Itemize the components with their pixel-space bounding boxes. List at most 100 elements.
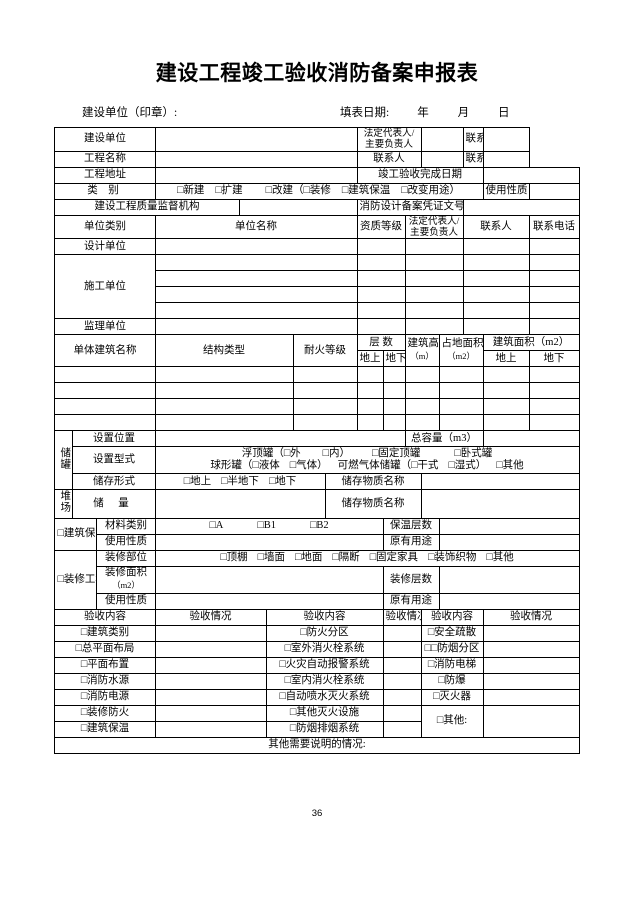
- checkbox-fixed-furniture[interactable]: □固定家具: [369, 552, 419, 564]
- acceptance-item[interactable]: □消防水源: [54, 672, 156, 690]
- acceptance-item[interactable]: □装修防火: [54, 704, 156, 722]
- acceptance-item[interactable]: □安全疏散: [420, 624, 484, 642]
- floor-area-above-cell[interactable]: [482, 382, 530, 400]
- supervision-unit-contact[interactable]: [462, 318, 530, 336]
- checkbox-wall[interactable]: □墙面: [257, 552, 285, 564]
- land-area-cell[interactable]: [438, 366, 484, 384]
- construction-unit-legal-rep[interactable]: [404, 302, 464, 320]
- building-name-cell[interactable]: [54, 366, 156, 384]
- supervision-unit-name[interactable]: [154, 318, 358, 336]
- construction-unit-phone[interactable]: [528, 254, 580, 272]
- checkbox-partition[interactable]: □隔断: [332, 552, 360, 564]
- land-area-cell[interactable]: [438, 414, 484, 432]
- legal-rep-value[interactable]: [420, 127, 464, 152]
- floor-area-above-cell[interactable]: [482, 366, 530, 384]
- acceptance-item[interactable]: □自动喷水灭火系统: [265, 688, 384, 706]
- design-unit-legal-rep[interactable]: [404, 238, 464, 256]
- checkbox-material-b2[interactable]: □B2: [309, 520, 329, 532]
- acceptance-item[interactable]: □□防烟分区: [420, 640, 484, 658]
- insulation-section-label[interactable]: □建筑保温: [54, 517, 98, 551]
- floor-area-below-cell[interactable]: [528, 414, 580, 432]
- acceptance-status-cell[interactable]: [154, 704, 267, 722]
- construction-unit-value[interactable]: [154, 127, 358, 152]
- construction-unit-name[interactable]: [154, 270, 358, 288]
- acceptance-status-cell[interactable]: [482, 656, 580, 674]
- floors-above-cell[interactable]: [356, 398, 384, 416]
- substance-name-value[interactable]: [420, 473, 580, 491]
- construction-unit-phone[interactable]: [528, 270, 580, 288]
- acceptance-item[interactable]: □建筑类别: [54, 624, 156, 642]
- acceptance-status-cell-other[interactable]: [482, 704, 580, 738]
- construction-unit-qualification[interactable]: [356, 254, 406, 272]
- construction-unit-phone[interactable]: [528, 302, 580, 320]
- insulation-original-use-value[interactable]: [438, 533, 580, 551]
- tank-total-capacity-value[interactable]: [482, 430, 580, 448]
- building-name-cell[interactable]: [54, 414, 156, 432]
- construction-unit-legal-rep[interactable]: [404, 286, 464, 304]
- acceptance-status-cell[interactable]: [154, 720, 267, 738]
- construction-unit-qualification[interactable]: [356, 286, 406, 304]
- checkbox-wet-type[interactable]: □湿式）: [448, 460, 487, 472]
- quality-supervision-value[interactable]: [238, 198, 358, 216]
- acceptance-status-cell[interactable]: [482, 640, 580, 658]
- floors-below-cell[interactable]: [382, 366, 406, 384]
- construction-unit-legal-rep[interactable]: [404, 270, 464, 288]
- floors-below-cell[interactable]: [382, 414, 406, 432]
- acceptance-status-cell[interactable]: [154, 688, 267, 706]
- acceptance-status-cell[interactable]: [482, 624, 580, 642]
- design-unit-contact[interactable]: [462, 238, 530, 256]
- fire-rating-cell[interactable]: [292, 366, 358, 384]
- construction-unit-contact[interactable]: [462, 254, 530, 272]
- acceptance-item[interactable]: □其他灭火设施: [265, 704, 384, 722]
- acceptance-status-cell[interactable]: [482, 672, 580, 690]
- acceptance-status-cell[interactable]: [382, 656, 422, 674]
- acceptance-status-cell[interactable]: [382, 624, 422, 642]
- checkbox-decorative-fabric[interactable]: □装饰织物: [428, 552, 477, 564]
- acceptance-item-other[interactable]: □其他:: [420, 704, 484, 738]
- decoration-usage-value[interactable]: [154, 592, 384, 610]
- checkbox-ceiling[interactable]: □顶棚: [220, 552, 248, 564]
- acceptance-status-cell[interactable]: [382, 640, 422, 658]
- contact-phone-value-1[interactable]: [482, 127, 530, 152]
- acceptance-item[interactable]: □消防电梯: [420, 656, 484, 674]
- checkbox-tank-other[interactable]: □其他: [496, 460, 524, 472]
- design-unit-phone[interactable]: [528, 238, 580, 256]
- building-height-cell[interactable]: [404, 366, 440, 384]
- supervision-unit-phone[interactable]: [528, 318, 580, 336]
- acceptance-status-cell[interactable]: [382, 672, 422, 690]
- acceptance-status-cell[interactable]: [482, 688, 580, 706]
- fire-rating-cell[interactable]: [292, 398, 358, 416]
- acceptance-status-cell[interactable]: [382, 720, 422, 738]
- acceptance-item[interactable]: □火灾自动报警系统: [265, 656, 384, 674]
- acceptance-item[interactable]: □室外消火栓系统: [265, 640, 384, 658]
- storage-form-options[interactable]: □地上 □半地下 □地下: [154, 473, 326, 491]
- structure-type-cell[interactable]: [154, 398, 294, 416]
- additional-notes-field[interactable]: 其他需要说明的情况:: [54, 736, 580, 754]
- floors-above-cell[interactable]: [356, 414, 384, 432]
- completion-date-value[interactable]: [482, 166, 580, 184]
- acceptance-item[interactable]: □防爆: [420, 672, 484, 690]
- fire-design-filing-value[interactable]: [462, 198, 580, 216]
- checkbox-semi-underground[interactable]: □半地下: [221, 475, 259, 487]
- floor-area-below-cell[interactable]: [528, 366, 580, 384]
- building-height-cell[interactable]: [404, 414, 440, 432]
- tank-type-options[interactable]: 浮顶罐（□外 □内） □固定顶罐 □卧式罐 球形罐（□液体 □气体） 可燃气体储罐（□干式…: [154, 446, 580, 475]
- building-name-cell[interactable]: [54, 398, 156, 416]
- acceptance-status-cell[interactable]: [154, 656, 267, 674]
- construction-unit-contact[interactable]: [462, 302, 530, 320]
- floor-area-above-cell[interactable]: [482, 414, 530, 432]
- acceptance-item[interactable]: □防火分区: [265, 624, 384, 642]
- construction-unit-qualification[interactable]: [356, 270, 406, 288]
- acceptance-item[interactable]: □消防电源: [54, 688, 156, 706]
- acceptance-status-cell[interactable]: [154, 624, 267, 642]
- checkbox-floating-roof-tank[interactable]: 浮顶罐（□外: [241, 447, 301, 459]
- checkbox-decoration-other[interactable]: □其他: [486, 552, 514, 564]
- design-unit-qualification[interactable]: [356, 238, 406, 256]
- acceptance-status-cell[interactable]: [154, 640, 267, 658]
- checkbox-spherical-gas[interactable]: □气体）: [289, 460, 328, 472]
- floors-below-cell[interactable]: [382, 382, 406, 400]
- checkbox-fixed-roof-tank[interactable]: □固定顶罐: [372, 447, 421, 459]
- construction-unit-name[interactable]: [154, 286, 358, 304]
- acceptance-item[interactable]: □防烟排烟系统: [265, 720, 384, 738]
- checkbox-change-use[interactable]: □改变用途）: [401, 185, 461, 197]
